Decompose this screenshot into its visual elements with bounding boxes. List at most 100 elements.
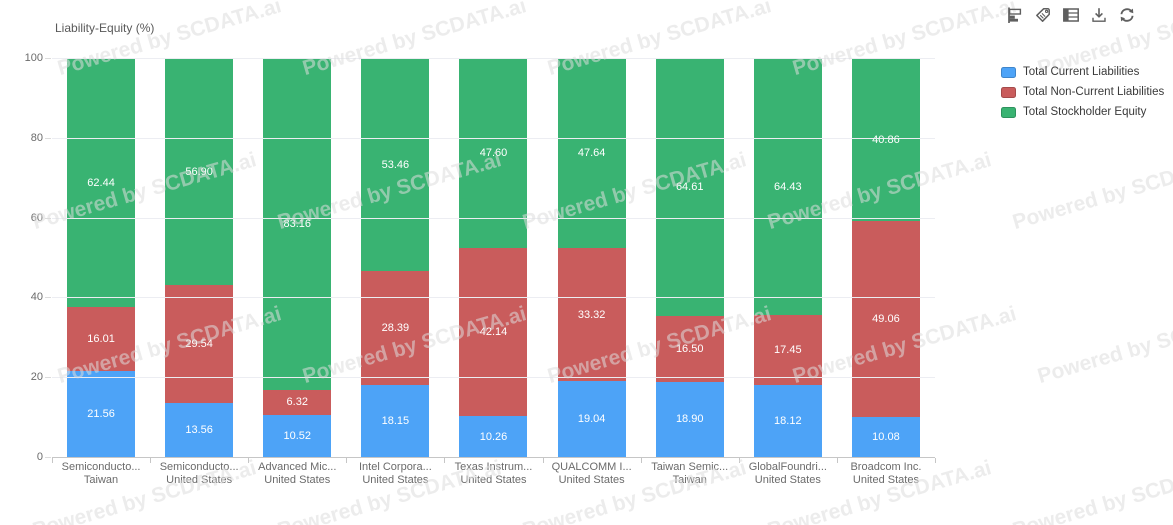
- legend-item[interactable]: Total Current Liabilities: [1001, 62, 1164, 82]
- gridline: [52, 217, 935, 219]
- table-icon[interactable]: [1062, 6, 1080, 24]
- x-axis-ticks: [52, 458, 936, 464]
- bar-segment[interactable]: 47.64: [557, 58, 626, 249]
- x-axis-label: Semiconducto... Taiwan: [52, 461, 150, 487]
- bar-value-label: 10.26: [479, 430, 508, 443]
- bar-value-label: 64.43: [774, 180, 802, 193]
- x-axis-label: Taiwan Semic... Taiwan: [641, 461, 739, 487]
- refresh-icon[interactable]: [1118, 6, 1136, 24]
- bar-segment[interactable]: 21.56: [67, 370, 136, 457]
- y-axis-tick: [45, 137, 51, 139]
- bar-value-label: 10.52: [283, 430, 312, 443]
- x-axis-tick: [935, 458, 936, 463]
- bar-segment[interactable]: 49.06: [851, 221, 920, 417]
- legend-item[interactable]: Total Non-Current Liabilities: [1001, 82, 1164, 102]
- legend-swatch: [1001, 86, 1016, 98]
- legend-label: Total Current Liabilities: [1023, 66, 1140, 78]
- bar-segment[interactable]: 18.90: [655, 381, 724, 457]
- legend-item[interactable]: Total Stockholder Equity: [1001, 102, 1164, 122]
- bar-slot: 10.08 49.06 40.86: [837, 58, 935, 457]
- bar-stack: 10.26 42.14 47.60: [459, 58, 528, 457]
- bar-segment[interactable]: 28.39: [361, 271, 430, 385]
- bar-segment[interactable]: 16.01: [67, 307, 136, 371]
- bar-segment[interactable]: 33.32: [557, 248, 626, 382]
- x-axis-label: Texas Instrum... United States: [444, 461, 542, 487]
- bar-stack: 18.15 28.39 53.46: [361, 58, 430, 457]
- bar-value-label: 40.86: [872, 133, 900, 146]
- bar-segment[interactable]: 53.46: [361, 58, 430, 272]
- y-axis-tick-label: 40: [30, 291, 43, 304]
- company-label: Texas Instrum...: [454, 461, 533, 473]
- x-axis-tick: [346, 458, 348, 463]
- bar-segment[interactable]: 18.12: [753, 384, 822, 457]
- bar-segment[interactable]: 42.14: [459, 247, 528, 417]
- bar-segment[interactable]: 56.90: [165, 58, 234, 286]
- bar-value-label: 83.16: [283, 217, 312, 230]
- country-label: Taiwan: [83, 474, 119, 486]
- x-axis: Semiconducto... Taiwan Semiconducto... Unit…: [52, 461, 935, 487]
- bar-segment[interactable]: 10.52: [263, 415, 332, 457]
- y-axis-tick: [45, 377, 51, 379]
- x-axis-tick: [444, 458, 446, 463]
- bar-value-label: 64.61: [675, 180, 704, 193]
- company-label: Advanced Mic...: [258, 461, 337, 473]
- y-axis-tick: [45, 58, 51, 59]
- bar-value-label: 49.06: [872, 312, 900, 325]
- bar-segment[interactable]: 64.61: [655, 58, 724, 316]
- company-label: Semiconducto...: [159, 461, 239, 473]
- x-axis-tick: [52, 458, 53, 463]
- bar-value-label: 18.90: [675, 413, 704, 426]
- country-label: United States: [754, 474, 821, 486]
- bar-slot: 13.56 29.54 56.90: [150, 58, 248, 457]
- download-icon[interactable]: [1090, 6, 1108, 24]
- bar-segment[interactable]: 17.45: [753, 315, 822, 385]
- legend-swatch: [1001, 106, 1016, 118]
- bar-segment[interactable]: 10.08: [851, 416, 920, 457]
- watermark-text: Powered by SCDATA.ai: [1035, 302, 1173, 389]
- y-axis: 0 20 40 60 80 100: [0, 52, 46, 463]
- bar-segment[interactable]: 47.60: [459, 58, 528, 248]
- bar-segment[interactable]: 10.26: [459, 416, 528, 457]
- bar-slot: 10.26 42.14 47.60: [444, 58, 542, 457]
- x-axis-label: Semiconducto... United States: [150, 461, 248, 487]
- x-axis-label: Broadcom Inc. United States: [837, 461, 935, 487]
- bar-value-label: 42.14: [479, 326, 508, 338]
- bar-slot: 18.15 28.39 53.46: [346, 58, 444, 457]
- bar-stack: 10.52 6.32 83.16: [263, 58, 332, 457]
- country-label: United States: [460, 474, 527, 486]
- gridline: [52, 137, 935, 139]
- x-axis-label: Advanced Mic... United States: [248, 461, 346, 487]
- bar-slot: 21.56 16.01 62.44: [52, 58, 150, 457]
- bar-value-label: 47.64: [577, 147, 606, 160]
- bar-segment[interactable]: 19.04: [557, 381, 626, 457]
- company-label: Broadcom Inc.: [850, 461, 922, 473]
- tag-icon[interactable]: [1034, 6, 1052, 24]
- bar-value-label: 29.54: [185, 337, 213, 350]
- bar-value-label: 6.32: [286, 396, 308, 409]
- bar-segment[interactable]: 64.43: [753, 58, 822, 316]
- y-axis-tick-label: 60: [30, 211, 43, 224]
- x-axis-tick: [836, 458, 838, 463]
- bar-value-label: 28.39: [381, 321, 410, 334]
- bar-value-label: 18.15: [381, 414, 410, 427]
- x-axis-label: GlobalFoundri... United States: [739, 461, 837, 487]
- country-label: United States: [852, 474, 919, 486]
- x-axis-tick: [542, 458, 544, 463]
- bar-value-label: 33.32: [577, 308, 606, 321]
- company-label: GlobalFoundri...: [748, 461, 827, 473]
- bar-segment[interactable]: 83.16: [263, 58, 332, 390]
- bar-segment[interactable]: 62.44: [67, 58, 136, 308]
- bar-slot: 10.52 6.32 83.16: [248, 58, 346, 457]
- y-axis-tick-label: 80: [30, 131, 43, 144]
- legend-label: Total Stockholder Equity: [1023, 106, 1147, 118]
- bar-segment[interactable]: 16.50: [655, 315, 724, 382]
- bar-segment[interactable]: 6.32: [263, 389, 332, 416]
- bar-segment[interactable]: 29.54: [165, 285, 234, 403]
- bar-segment[interactable]: 13.56: [165, 402, 234, 457]
- bar-value-label: 13.56: [185, 423, 213, 436]
- bar-value-label: 62.44: [87, 176, 115, 189]
- gridline: [52, 377, 935, 379]
- bar-chart-icon[interactable]: [1006, 6, 1024, 24]
- bar-segment[interactable]: 18.15: [361, 384, 430, 457]
- bar-segment[interactable]: 40.86: [851, 58, 920, 222]
